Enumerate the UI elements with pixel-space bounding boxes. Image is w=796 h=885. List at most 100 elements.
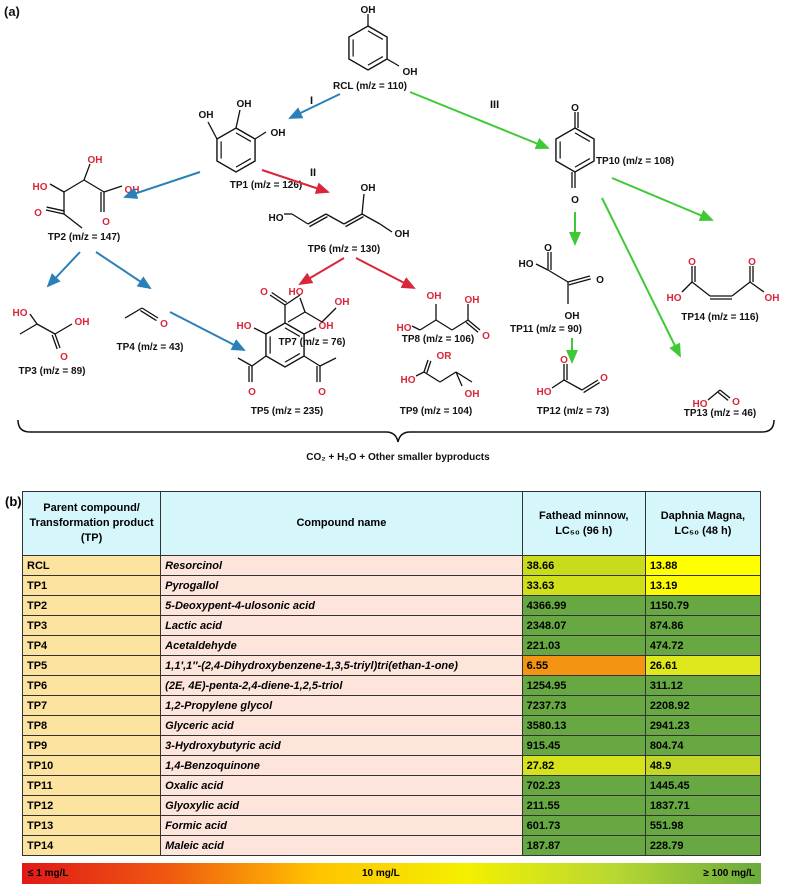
atom-label: O <box>160 319 168 330</box>
atom-label: HO <box>519 259 534 270</box>
atom-label: O <box>748 257 756 268</box>
table-row: RCL Resorcinol 38.66 13.88 <box>21 555 762 576</box>
daphnia-magna-lc50: 474.72 <box>644 635 762 656</box>
atom-label: O <box>248 387 256 398</box>
column-header: Fathead minnow, LC₅₀ (96 h) <box>521 491 646 556</box>
compound-label-tp13: TP13 (m/z = 46) <box>684 408 757 419</box>
daphnia-magna-lc50: 551.98 <box>644 815 762 836</box>
compound-id: TP5 <box>21 655 162 676</box>
daphnia-magna-lc50: 1445.45 <box>644 775 762 796</box>
compound-id: TP6 <box>21 675 162 696</box>
atom-label: O <box>102 217 110 228</box>
compound-id: TP9 <box>21 735 162 756</box>
compound-name: Resorcinol <box>160 555 523 576</box>
compound-id: RCL <box>21 555 162 576</box>
compound-id: TP14 <box>21 835 162 856</box>
pathway-II-arrow <box>298 257 345 286</box>
atom-label: O <box>732 397 740 408</box>
compound-id: TP8 <box>21 715 162 736</box>
compound-label-tp6: TP6 (m/z = 130) <box>308 244 381 255</box>
structure-tp6: HO OH OH TP6 (m/z = 130) <box>269 183 410 255</box>
fathead-minnow-lc50: 33.63 <box>521 575 646 596</box>
fathead-minnow-lc50: 1254.95 <box>521 675 646 696</box>
daphnia-magna-lc50: 13.19 <box>644 575 762 596</box>
fathead-minnow-lc50: 915.45 <box>521 735 646 756</box>
compound-name: 1,1′,1″-(2,4-Dihydroxybenzene-1,3,5-triy… <box>160 655 523 676</box>
compound-name: Maleic acid <box>160 835 523 856</box>
daphnia-magna-lc50: 2208.92 <box>644 695 762 716</box>
fathead-minnow-lc50: 4366.99 <box>521 595 646 616</box>
daphnia-magna-lc50: 311.12 <box>644 675 762 696</box>
compound-label-tp14: TP14 (m/z = 116) <box>681 312 759 323</box>
compound-id: TP4 <box>21 635 162 656</box>
atom-label: O <box>260 287 268 298</box>
compound-id: TP11 <box>21 775 162 796</box>
compound-label-tp4: TP4 (m/z = 43) <box>117 342 184 353</box>
pathway-I-arrow <box>123 171 201 199</box>
compound-name: 1,4-Benzoquinone <box>160 755 523 776</box>
compound-label-tp2: TP2 (m/z = 147) <box>48 232 121 243</box>
compound-label-rcl: RCL (m/z = 110) <box>333 81 407 92</box>
compound-id: TP7 <box>21 695 162 716</box>
structure-tp9: HO OR OH TP9 (m/z = 104) <box>400 351 480 417</box>
table-row: TP3 Lactic acid 2348.07 874.86 <box>21 615 762 636</box>
atom-label: OH <box>271 128 286 139</box>
table-row: TP2 5-Deoxypent-4-ulosonic acid 4366.99 115… <box>21 595 762 616</box>
atom-label: OH <box>465 295 480 306</box>
compound-id: TP12 <box>21 795 162 816</box>
panel-a-label: (a) <box>4 4 20 19</box>
atom-label: OH <box>427 291 442 302</box>
compound-label-tp7: TP7 (m/z = 76) <box>279 337 346 348</box>
fathead-minnow-lc50: 211.55 <box>521 795 646 816</box>
fathead-minnow-lc50: 221.03 <box>521 635 646 656</box>
pathway-I-arrow <box>288 93 341 119</box>
compound-id: TP2 <box>21 595 162 616</box>
atom-label: HO <box>269 213 284 224</box>
structure-tp10: O O TP10 (m/z = 108) <box>555 103 674 206</box>
atom-label: O <box>571 195 579 206</box>
compound-name: Glyceric acid <box>160 715 523 736</box>
atom-label: HO <box>289 287 304 298</box>
fathead-minnow-lc50: 7237.73 <box>521 695 646 716</box>
atom-label: O <box>571 103 579 114</box>
daphnia-magna-lc50: 804.74 <box>644 735 762 756</box>
pathway-I-arrow <box>46 251 81 288</box>
atom-label: O <box>482 331 490 342</box>
atom-label: OH <box>75 317 90 328</box>
daphnia-magna-lc50: 13.88 <box>644 555 762 576</box>
fathead-minnow-lc50: 187.87 <box>521 835 646 856</box>
structure-rcl: OH OH RCL (m/z = 110) <box>333 5 418 92</box>
panel-b-label: (b) <box>5 494 22 509</box>
daphnia-magna-lc50: 1150.79 <box>644 595 762 616</box>
atom-label: OH <box>403 67 418 78</box>
table-row: TP10 1,4-Benzoquinone 27.82 48.9 <box>21 755 762 776</box>
compound-label-tp1: TP1 (m/z = 126) <box>230 180 303 191</box>
fathead-minnow-lc50: 6.55 <box>521 655 646 676</box>
compound-label-tp5: TP5 (m/z = 235) <box>251 406 324 417</box>
atom-label: OR <box>437 351 453 362</box>
atom-label: O <box>318 387 326 398</box>
daphnia-magna-lc50: 48.9 <box>644 755 762 776</box>
atom-label: OH <box>361 183 376 194</box>
compound-label-tp8: TP8 (m/z = 106) <box>402 334 475 345</box>
pathway-II-label: II <box>310 167 316 179</box>
compound-label-tp11: TP11 (m/z = 90) <box>510 324 582 335</box>
atom-label: HO <box>237 321 252 332</box>
structure-tp7: HO OH TP7 (m/z = 76) <box>279 287 350 348</box>
atom-label: HO <box>397 323 412 334</box>
compound-name: Acetaldehyde <box>160 635 523 656</box>
compound-id: TP13 <box>21 815 162 836</box>
table-row: TP12 Glyoxylic acid 211.55 1837.71 <box>21 795 762 816</box>
structure-tp3: HO OH O TP3 (m/z = 89) <box>13 308 90 377</box>
daphnia-magna-lc50: 228.79 <box>644 835 762 856</box>
byproducts-label: CO₂ + H₂O + Other smaller byproducts <box>306 452 490 463</box>
compound-id: TP3 <box>21 615 162 636</box>
toxicity-color-scale: ≤ 1 mg/L 10 mg/L ≥ 100 mg/L <box>22 863 761 884</box>
legend-high: ≥ 100 mg/L <box>703 868 755 879</box>
structure-tp4: O TP4 (m/z = 43) <box>117 307 184 353</box>
compound-label-tp3: TP3 (m/z = 89) <box>19 366 86 377</box>
pathway-III-label: III <box>490 99 499 111</box>
table-row: TP4 Acetaldehyde 221.03 474.72 <box>21 635 762 656</box>
fathead-minnow-lc50: 38.66 <box>521 555 646 576</box>
